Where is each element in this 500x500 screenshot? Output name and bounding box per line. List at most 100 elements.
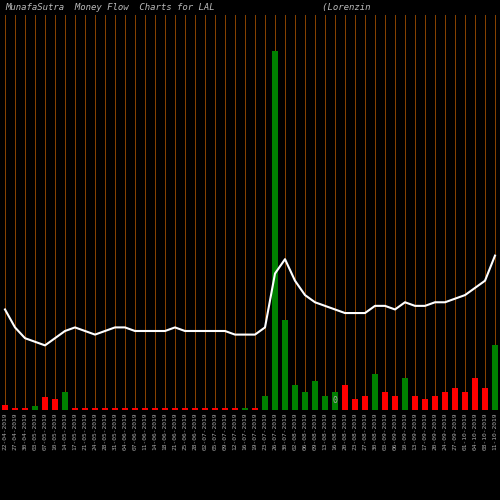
Bar xyxy=(492,346,498,410)
Text: 23-08-2019: 23-08-2019 xyxy=(352,412,358,450)
Text: 02-08-2019: 02-08-2019 xyxy=(292,412,298,450)
Text: 0: 0 xyxy=(332,396,338,405)
Text: 10-09-2019: 10-09-2019 xyxy=(402,412,407,450)
Bar xyxy=(132,408,138,410)
Bar xyxy=(422,399,428,410)
Bar xyxy=(12,408,18,410)
Text: 11-06-2019: 11-06-2019 xyxy=(142,412,148,450)
Bar xyxy=(382,392,388,410)
Bar xyxy=(302,392,308,410)
Bar xyxy=(122,408,128,410)
Text: 24-05-2019: 24-05-2019 xyxy=(92,412,98,450)
Bar xyxy=(112,408,118,410)
Bar xyxy=(342,385,348,410)
Bar xyxy=(182,408,188,410)
Text: 21-05-2019: 21-05-2019 xyxy=(82,412,87,450)
Bar xyxy=(212,408,218,410)
Bar xyxy=(242,408,248,410)
Bar xyxy=(402,378,408,410)
Bar xyxy=(2,404,8,410)
Bar xyxy=(322,396,328,410)
Text: 04-10-2019: 04-10-2019 xyxy=(472,412,478,450)
Bar xyxy=(22,408,28,410)
Text: 27-04-2019: 27-04-2019 xyxy=(12,412,18,450)
Text: 28-05-2019: 28-05-2019 xyxy=(102,412,108,450)
Text: 04-06-2019: 04-06-2019 xyxy=(122,412,128,450)
Bar xyxy=(412,396,418,410)
Bar xyxy=(292,385,298,410)
Text: 23-07-2019: 23-07-2019 xyxy=(262,412,268,450)
Bar xyxy=(202,408,208,410)
Text: 17-05-2019: 17-05-2019 xyxy=(72,412,78,450)
Bar xyxy=(162,408,168,410)
Text: 16-08-2019: 16-08-2019 xyxy=(332,412,338,450)
Text: 13-08-2019: 13-08-2019 xyxy=(322,412,328,450)
Bar xyxy=(142,408,148,410)
Text: 14-05-2019: 14-05-2019 xyxy=(62,412,68,450)
Bar xyxy=(272,51,278,410)
Bar xyxy=(82,408,88,410)
Bar xyxy=(52,399,58,410)
Text: 30-07-2019: 30-07-2019 xyxy=(282,412,288,450)
Bar xyxy=(332,392,338,410)
Bar xyxy=(232,408,238,410)
Bar xyxy=(282,320,288,410)
Bar xyxy=(222,408,228,410)
Text: 09-08-2019: 09-08-2019 xyxy=(312,412,318,450)
Text: 31-05-2019: 31-05-2019 xyxy=(112,412,117,450)
Bar xyxy=(462,392,468,410)
Text: 03-09-2019: 03-09-2019 xyxy=(382,412,388,450)
Text: 08-10-2019: 08-10-2019 xyxy=(482,412,488,450)
Text: 01-10-2019: 01-10-2019 xyxy=(462,412,468,450)
Text: 18-06-2019: 18-06-2019 xyxy=(162,412,168,450)
Text: 27-09-2019: 27-09-2019 xyxy=(452,412,458,450)
Text: 20-08-2019: 20-08-2019 xyxy=(342,412,347,450)
Bar xyxy=(32,406,38,410)
Bar xyxy=(92,408,98,410)
Text: 25-06-2019: 25-06-2019 xyxy=(182,412,188,450)
Text: 28-06-2019: 28-06-2019 xyxy=(192,412,198,450)
Bar xyxy=(62,392,68,410)
Bar xyxy=(482,388,488,410)
Text: 12-07-2019: 12-07-2019 xyxy=(232,412,237,450)
Text: 20-09-2019: 20-09-2019 xyxy=(432,412,438,450)
Text: 06-09-2019: 06-09-2019 xyxy=(392,412,398,450)
Text: 09-07-2019: 09-07-2019 xyxy=(222,412,228,450)
Bar xyxy=(432,396,438,410)
Text: 02-07-2019: 02-07-2019 xyxy=(202,412,207,450)
Bar xyxy=(252,408,258,410)
Text: 03-05-2019: 03-05-2019 xyxy=(32,412,38,450)
Text: 24-09-2019: 24-09-2019 xyxy=(442,412,448,450)
Bar xyxy=(362,396,368,410)
Text: 22-04-2019: 22-04-2019 xyxy=(2,412,7,450)
Bar xyxy=(172,408,178,410)
Bar xyxy=(42,398,48,410)
Text: 06-08-2019: 06-08-2019 xyxy=(302,412,308,450)
Text: 27-08-2019: 27-08-2019 xyxy=(362,412,368,450)
Bar xyxy=(442,392,448,410)
Bar xyxy=(452,388,458,410)
Text: 07-06-2019: 07-06-2019 xyxy=(132,412,138,450)
Text: 14-06-2019: 14-06-2019 xyxy=(152,412,158,450)
Bar xyxy=(262,396,268,410)
Text: 21-06-2019: 21-06-2019 xyxy=(172,412,178,450)
Bar xyxy=(392,396,398,410)
Bar xyxy=(372,374,378,410)
Text: 13-09-2019: 13-09-2019 xyxy=(412,412,418,450)
Bar xyxy=(472,378,478,410)
Text: 30-04-2019: 30-04-2019 xyxy=(22,412,28,450)
Bar xyxy=(152,408,158,410)
Text: 10-05-2019: 10-05-2019 xyxy=(52,412,58,450)
Bar xyxy=(72,408,78,410)
Text: 11-10-2019: 11-10-2019 xyxy=(492,412,498,450)
Text: 30-08-2019: 30-08-2019 xyxy=(372,412,378,450)
Text: MunafaSutra  Money Flow  Charts for LAL                    (Lorenzin            : MunafaSutra Money Flow Charts for LAL (L… xyxy=(5,2,500,12)
Text: 16-07-2019: 16-07-2019 xyxy=(242,412,248,450)
Text: 19-07-2019: 19-07-2019 xyxy=(252,412,258,450)
Bar xyxy=(352,399,358,410)
Text: 17-09-2019: 17-09-2019 xyxy=(422,412,428,450)
Text: 26-07-2019: 26-07-2019 xyxy=(272,412,278,450)
Bar xyxy=(102,408,108,410)
Bar xyxy=(192,408,198,410)
Bar xyxy=(312,382,318,410)
